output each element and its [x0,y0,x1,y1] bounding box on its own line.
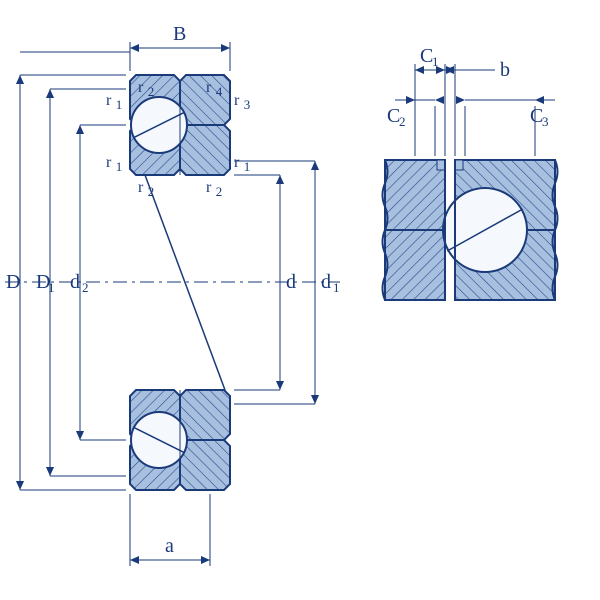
svg-text:r: r [138,79,144,96]
label-d2: d [70,271,80,293]
svg-text:r: r [234,92,240,109]
svg-text:2: 2 [216,184,223,199]
label-d1: 1 [333,280,340,295]
svg-text:3: 3 [244,97,251,112]
label-a: a [165,535,174,557]
label-d1: d [321,271,331,293]
svg-text:r: r [206,179,212,196]
svg-text:2: 2 [148,184,155,199]
left-bearing-section [5,42,340,566]
svg-text:r: r [234,154,240,171]
svg-text:2: 2 [148,84,155,99]
svg-text:r: r [206,79,212,96]
svg-text:r: r [138,179,144,196]
label-b: b [500,59,510,81]
svg-text:r: r [106,154,112,171]
svg-text:1: 1 [244,159,251,174]
svg-text:1: 1 [116,97,123,112]
label-D1: 1 [48,280,55,295]
label-C2: 2 [399,114,406,129]
label-C3: 3 [542,114,549,129]
label-d: d [286,271,296,293]
right-bearing-detail [383,64,558,300]
label-D: D [6,271,20,293]
label-d2: 2 [82,280,89,295]
svg-text:4: 4 [216,84,223,99]
svg-text:r: r [106,92,112,109]
label-C1: 1 [432,54,439,69]
svg-text:1: 1 [116,159,123,174]
label-B: B [173,23,186,45]
